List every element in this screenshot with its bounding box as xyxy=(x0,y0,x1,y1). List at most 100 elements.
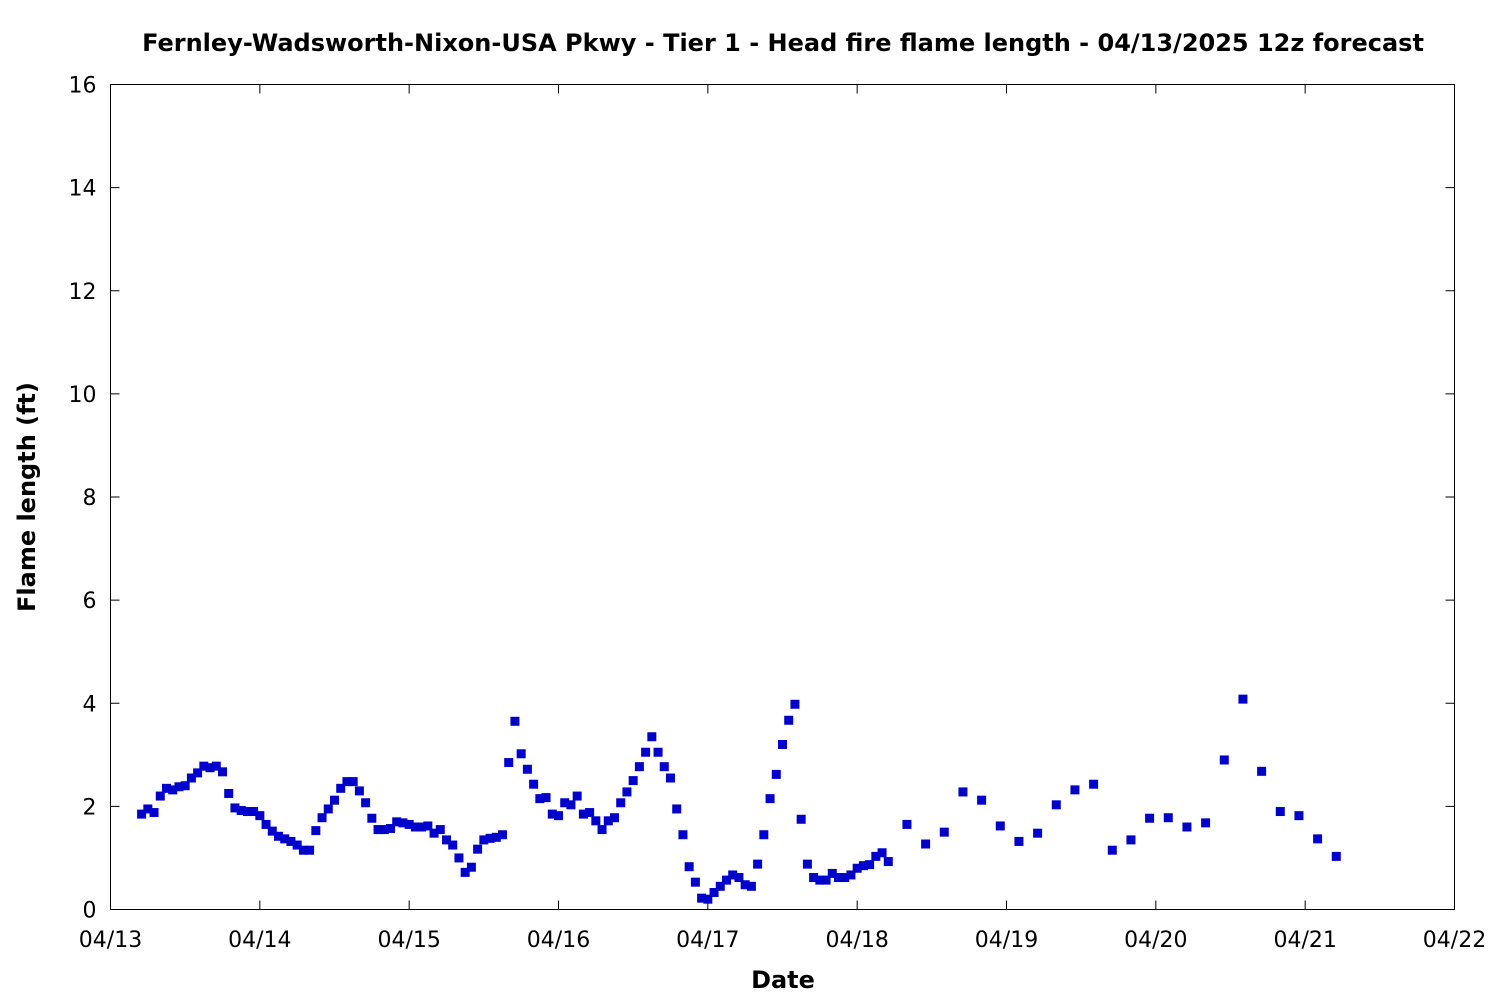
data-point xyxy=(1070,785,1080,795)
data-point xyxy=(1107,845,1117,855)
data-point xyxy=(398,818,408,828)
data-point xyxy=(410,822,420,832)
y-tick-label: 16 xyxy=(69,74,97,99)
data-point xyxy=(491,832,501,842)
data-point xyxy=(547,809,557,819)
y-tick-label: 2 xyxy=(83,795,97,820)
data-point xyxy=(174,782,184,792)
data-point xyxy=(722,875,731,885)
data-point xyxy=(429,828,439,838)
x-tick-label: 04/17 xyxy=(676,928,739,953)
data-point xyxy=(249,807,259,817)
x-tick-label: 04/16 xyxy=(527,928,590,953)
data-point xyxy=(230,803,240,813)
data-point xyxy=(790,699,800,709)
data-point xyxy=(865,860,875,870)
data-point xyxy=(354,786,364,796)
data-point xyxy=(827,868,837,878)
data-point xyxy=(666,773,675,783)
data-point xyxy=(846,870,856,880)
data-point xyxy=(292,840,302,850)
x-tick-label: 04/18 xyxy=(825,928,888,953)
data-point xyxy=(479,835,489,845)
data-point xyxy=(877,848,887,858)
data-point xyxy=(255,811,265,821)
data-point xyxy=(815,875,825,885)
data-point xyxy=(1014,836,1024,846)
data-point xyxy=(603,816,613,826)
data-point xyxy=(417,822,427,832)
data-point xyxy=(1275,807,1285,817)
x-tick-label: 04/15 xyxy=(377,928,440,953)
x-tick-label: 04/19 xyxy=(975,928,1038,953)
data-point xyxy=(224,788,234,798)
data-point xyxy=(610,813,619,823)
data-point xyxy=(591,816,601,826)
data-point xyxy=(199,761,209,771)
data-point xyxy=(498,830,507,840)
data-point xyxy=(560,798,570,808)
data-point xyxy=(280,834,290,844)
data-point xyxy=(759,830,769,840)
data-point xyxy=(348,777,358,787)
data-point xyxy=(162,783,171,793)
data-point xyxy=(274,831,283,841)
data-point xyxy=(305,845,315,855)
data-point xyxy=(535,794,545,804)
data-point xyxy=(267,826,277,836)
data-point xyxy=(404,819,414,829)
data-point xyxy=(659,762,669,772)
data-point xyxy=(566,800,576,810)
data-point xyxy=(286,836,296,846)
data-point xyxy=(858,861,868,871)
data-point xyxy=(728,870,738,880)
data-point xyxy=(1182,822,1192,832)
data-point xyxy=(871,851,881,861)
data-point xyxy=(205,763,215,773)
data-point xyxy=(137,809,147,819)
y-tick-label: 8 xyxy=(83,486,97,511)
data-point xyxy=(460,867,470,877)
data-point xyxy=(802,859,812,869)
data-point xyxy=(1238,694,1248,704)
data-point xyxy=(746,881,756,891)
data-point xyxy=(386,824,395,834)
data-point xyxy=(753,859,763,869)
y-tick-label: 12 xyxy=(69,280,97,305)
data-point xyxy=(834,873,843,883)
data-point xyxy=(1219,755,1229,765)
data-point xyxy=(1313,834,1323,844)
data-point xyxy=(143,804,153,814)
data-point xyxy=(883,857,893,867)
data-point xyxy=(466,862,476,872)
data-point xyxy=(734,873,744,883)
data-point xyxy=(1294,811,1304,821)
data-point xyxy=(149,808,159,818)
y-tick-label: 6 xyxy=(83,589,97,614)
data-point xyxy=(510,716,520,726)
data-point xyxy=(1257,766,1267,776)
data-point xyxy=(902,819,912,829)
data-point xyxy=(180,781,190,791)
data-point xyxy=(697,893,707,903)
data-point xyxy=(168,785,178,795)
data-point xyxy=(211,761,221,771)
data-point xyxy=(1163,813,1173,823)
data-point xyxy=(155,791,165,801)
data-point xyxy=(1201,818,1211,828)
data-point xyxy=(765,794,775,804)
data-point xyxy=(1126,835,1136,845)
data-point xyxy=(442,835,451,845)
data-point xyxy=(242,807,252,817)
data-point xyxy=(634,762,644,772)
data-point xyxy=(448,840,458,850)
data-point xyxy=(261,819,271,829)
data-point xyxy=(330,795,339,805)
data-point xyxy=(323,804,333,814)
data-point xyxy=(578,809,588,819)
data-point xyxy=(516,749,526,759)
data-point xyxy=(771,769,781,779)
data-point xyxy=(641,747,651,757)
plot-frame xyxy=(110,84,1455,910)
